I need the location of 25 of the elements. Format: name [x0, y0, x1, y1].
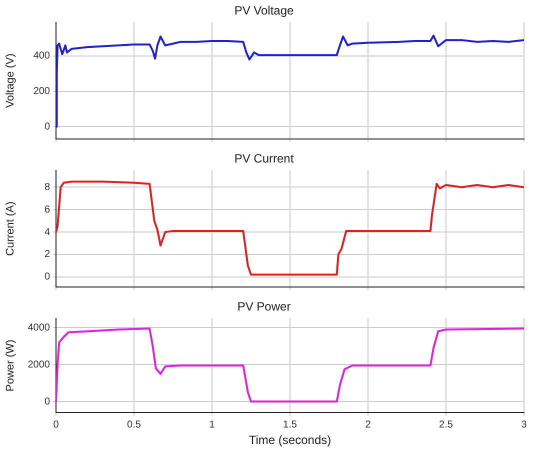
x-tick-label: 3 — [521, 419, 528, 430]
y-axis-title: Power (W) — [4, 340, 17, 392]
y-tick-label: 2000 — [28, 359, 50, 370]
y-tick-label: 6 — [44, 204, 50, 216]
chart-title: PV Power — [237, 300, 291, 314]
y-tick-label: 2 — [44, 249, 50, 260]
x-axis-title: Time (seconds) — [248, 433, 332, 448]
x-tick-label: 1.5 — [283, 419, 298, 430]
y-tick-label: 400 — [33, 50, 50, 62]
x-tick-label: 2 — [365, 419, 372, 430]
y-tick-label: 0 — [44, 121, 50, 132]
x-tick-label: 0 — [53, 419, 60, 430]
y-axis-title: Voltage (V) — [4, 53, 17, 108]
y-axis-title: Current (A) — [4, 201, 17, 256]
x-tick-label: 0.5 — [127, 419, 142, 430]
y-tick-label: 0 — [44, 272, 50, 283]
chart-title: PV Voltage — [234, 4, 294, 18]
y-tick-label: 200 — [33, 86, 50, 98]
y-tick-label: 8 — [44, 182, 50, 193]
x-tick-label: 2.5 — [439, 419, 454, 430]
chart-title: PV Current — [234, 152, 294, 166]
x-tick-label: 1 — [209, 419, 216, 430]
y-tick-label: 4 — [44, 226, 50, 238]
y-tick-label: 4000 — [28, 322, 50, 334]
y-tick-label: 0 — [44, 396, 50, 408]
